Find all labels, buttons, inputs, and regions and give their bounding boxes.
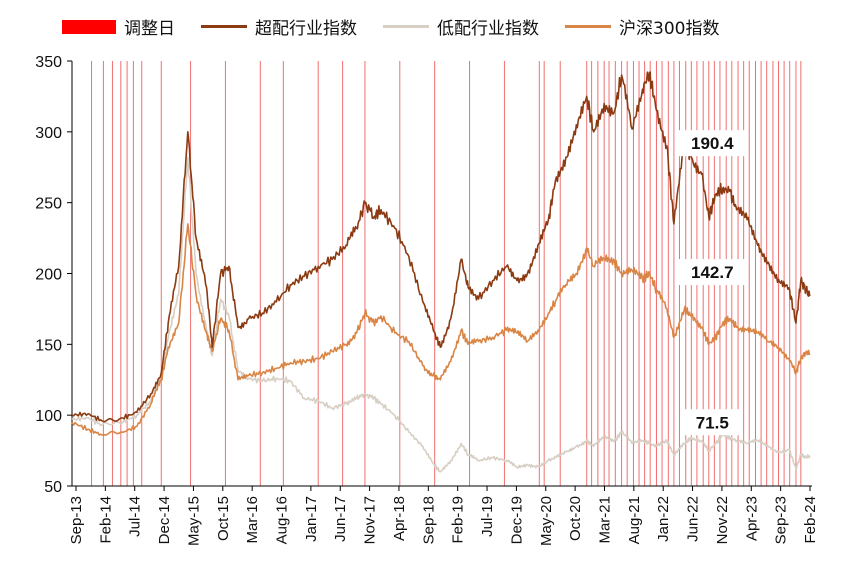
x-tick-label-17: Oct-20 xyxy=(567,496,584,541)
legend-item-overweight: 超配行业指数 xyxy=(201,14,357,39)
legend-label-underweight: 低配行业指数 xyxy=(437,19,539,39)
y-tick-label-1: 100 xyxy=(35,408,62,425)
annotation-box-1 xyxy=(678,259,747,286)
x-tick-label-22: Nov-22 xyxy=(714,496,731,544)
x-tick-label-3: Dec-14 xyxy=(156,496,173,544)
x-tick-label-7: Aug-16 xyxy=(274,496,291,544)
x-tick-label-14: Jul-19 xyxy=(479,496,496,537)
legend-label-csi300: 沪深300指数 xyxy=(619,19,720,39)
annotation-label-2: 71.5 xyxy=(696,413,729,432)
x-tick-label-8: Jan-17 xyxy=(303,496,320,542)
legend-swatch-overweight xyxy=(201,25,247,28)
legend-item-csi300: 沪深300指数 xyxy=(565,14,719,39)
legend-swatch-underweight xyxy=(383,25,429,28)
axes: 50 100 150 200 250 300 350 Sep-13 Feb-14 Jul-14 De… xyxy=(35,54,819,546)
x-tick-label-25: Feb-24 xyxy=(802,496,819,544)
x-tick-label-21: Jun-22 xyxy=(685,496,702,542)
legend-swatch-csi300 xyxy=(565,25,611,28)
y-tick-label-2: 150 xyxy=(35,337,62,354)
y-tick-label-3: 200 xyxy=(35,267,62,284)
x-tick-label-11: Apr-18 xyxy=(391,496,408,541)
annotation-label-0: 190.4 xyxy=(691,134,734,153)
x-tick-label-0: Sep-13 xyxy=(68,496,85,544)
x-tick-label-18: Mar-21 xyxy=(596,496,613,544)
y-tick-label-5: 300 xyxy=(35,125,62,142)
x-tick-label-23: Apr-23 xyxy=(743,496,760,541)
x-tick-label-15: Dec-19 xyxy=(508,496,525,544)
x-tick-label-16: May-20 xyxy=(538,496,555,546)
x-tick-label-1: Feb-14 xyxy=(97,496,114,544)
y-tick-label-6: 350 xyxy=(35,54,62,71)
y-tick-label-4: 250 xyxy=(35,196,62,213)
annotation-label-1: 142.7 xyxy=(691,263,734,282)
x-tick-label-4: May-15 xyxy=(185,496,202,546)
legend-item-adjustment-day: 调整日 xyxy=(62,14,175,39)
annotation-box-0 xyxy=(678,130,747,157)
legend-item-underweight: 低配行业指数 xyxy=(383,14,539,39)
legend: 调整日 超配行业指数 低配行业指数 沪深300指数 xyxy=(62,14,745,39)
legend-label-adjustment-day: 调整日 xyxy=(124,19,175,39)
x-tick-label-5: Oct-15 xyxy=(215,496,232,541)
series-lines xyxy=(71,71,811,473)
x-tick-label-6: Mar-16 xyxy=(244,496,261,544)
y-tick-label-0: 50 xyxy=(44,479,62,496)
x-tick-label-19: Aug-21 xyxy=(626,496,643,544)
x-tick-label-9: Jun-17 xyxy=(332,496,349,542)
x-tick-label-10: Nov-17 xyxy=(362,496,379,544)
x-tick-label-20: Jan-22 xyxy=(655,496,672,542)
legend-label-overweight: 超配行业指数 xyxy=(255,19,357,39)
series-line-2 xyxy=(71,223,811,436)
x-tick-label-24: Sep-23 xyxy=(773,496,790,544)
annotation-box-2 xyxy=(683,409,742,436)
x-tick-label-13: Feb-19 xyxy=(450,496,467,544)
annotations: 190.4 142.7 71.5 xyxy=(678,130,747,436)
legend-swatch-adjustment-day xyxy=(62,19,116,34)
x-tick-label-12: Sep-18 xyxy=(420,496,437,544)
series-line-0 xyxy=(71,71,811,423)
x-tick-label-2: Jul-14 xyxy=(127,496,144,537)
